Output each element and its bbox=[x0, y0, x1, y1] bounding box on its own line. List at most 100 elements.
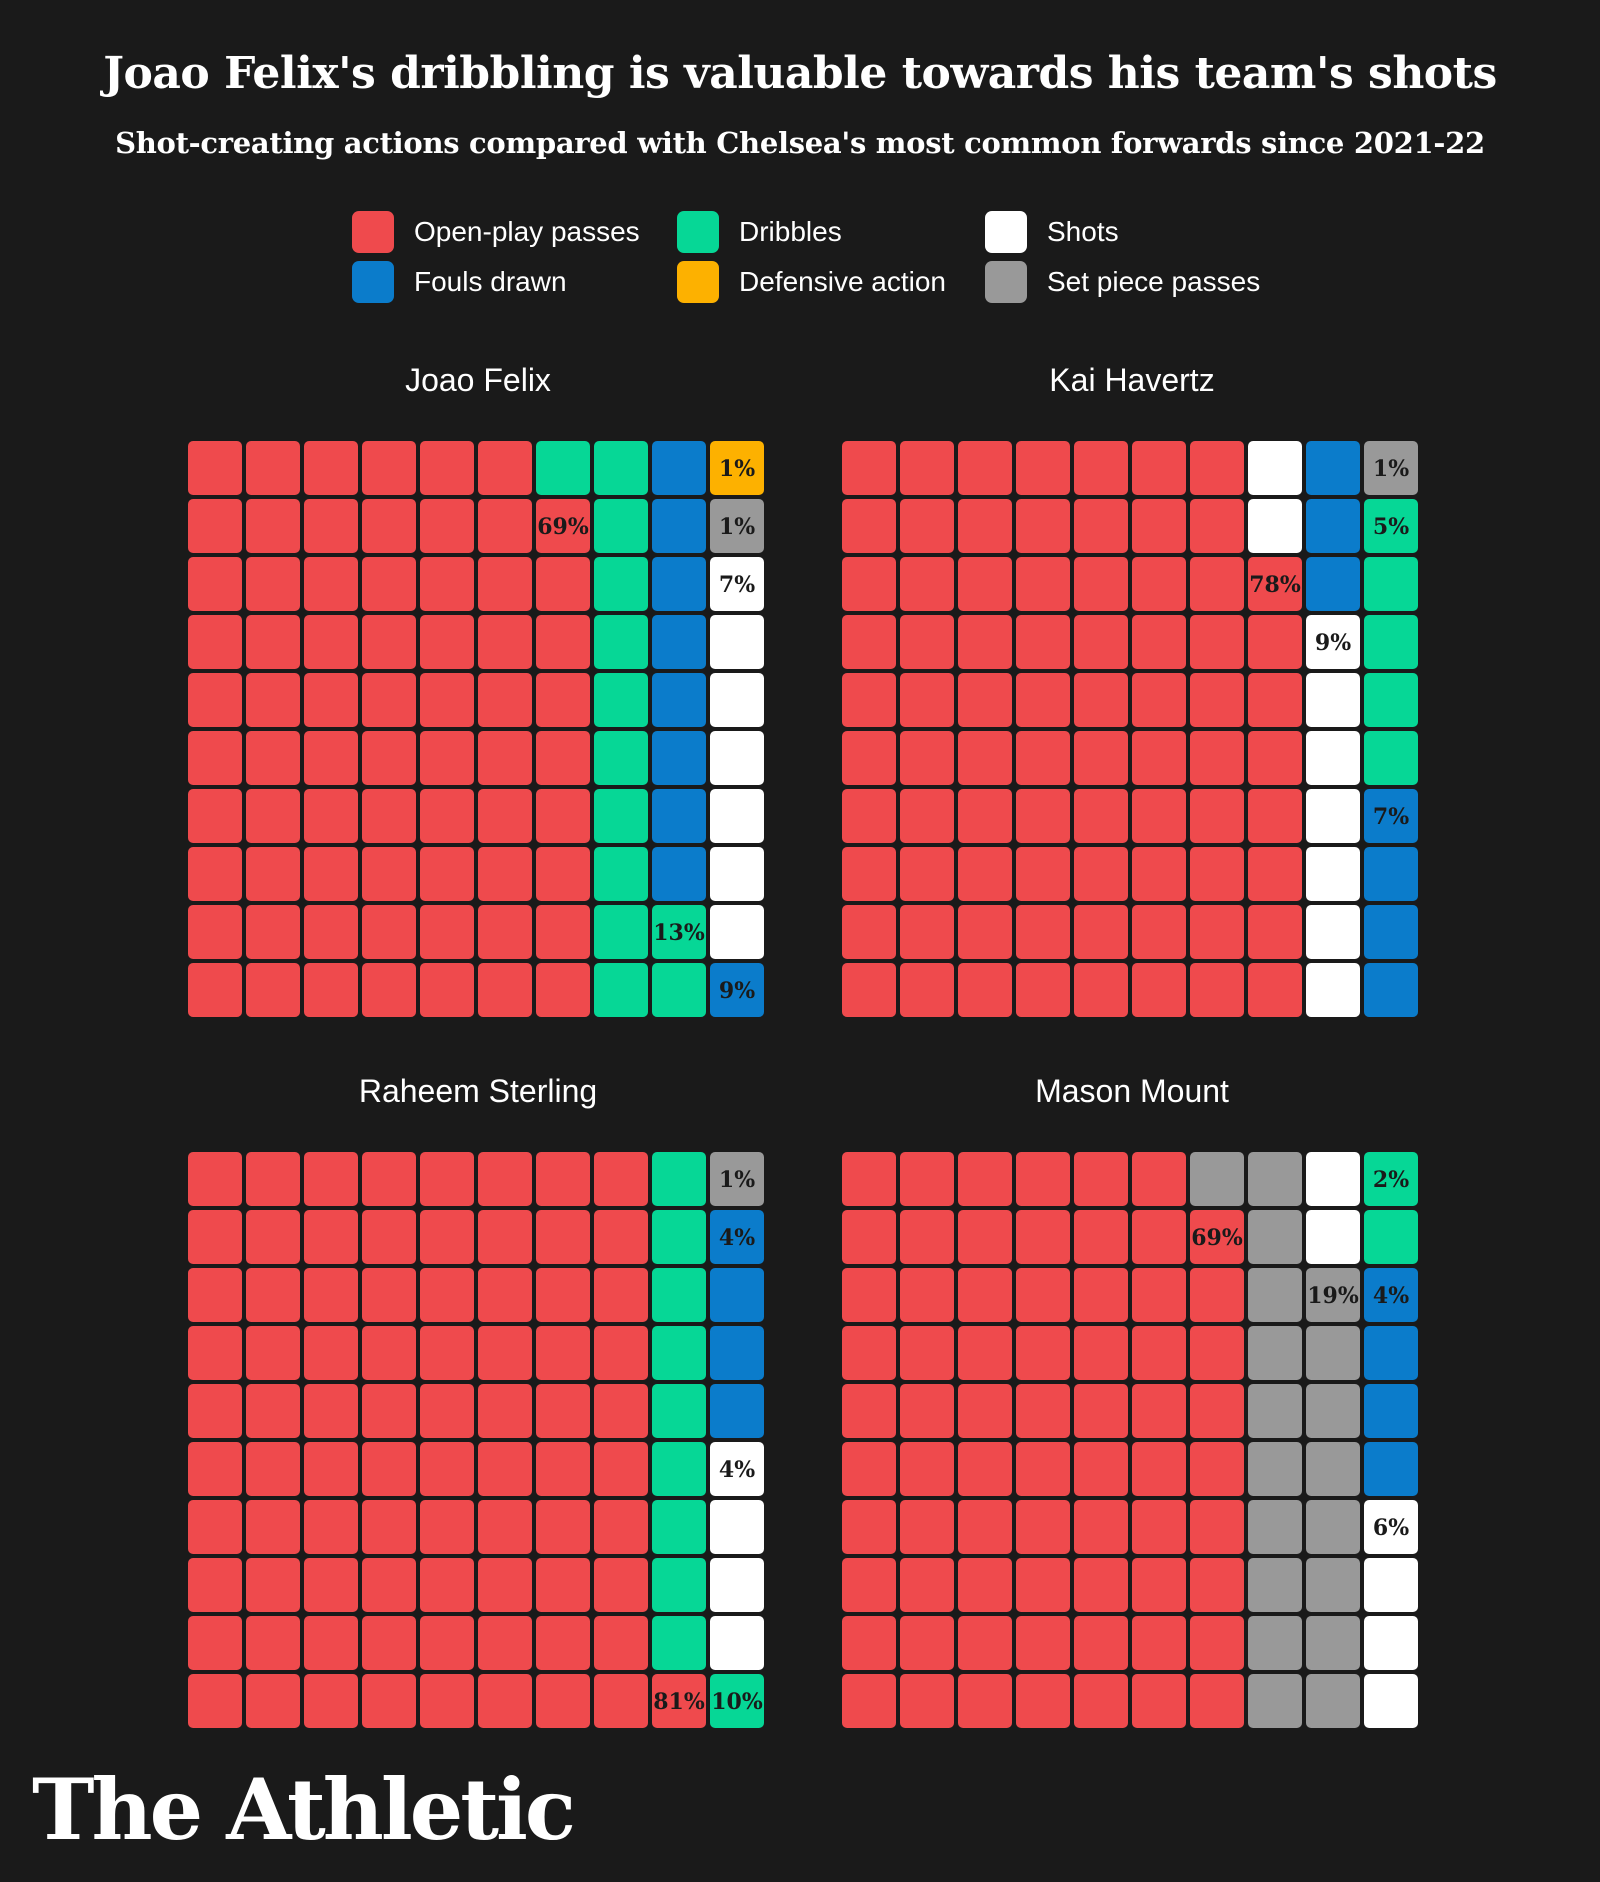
waffle-cell-open-play bbox=[478, 905, 532, 959]
waffle-cell-open-play bbox=[420, 963, 474, 1017]
waffle-cell-shots bbox=[710, 1500, 764, 1554]
waffle-cell-fouls bbox=[710, 1268, 764, 1322]
waffle-cell-shots bbox=[1306, 615, 1360, 669]
waffle-cell-open-play bbox=[362, 1384, 416, 1438]
waffle-cell-set-piece bbox=[1248, 1500, 1302, 1554]
waffle-cell-open-play bbox=[246, 731, 300, 785]
waffle-cell-open-play bbox=[1016, 557, 1070, 611]
waffle-cell-open-play bbox=[246, 1442, 300, 1496]
waffle-cell-open-play bbox=[842, 1616, 896, 1670]
waffle-cell-dribbles bbox=[594, 905, 648, 959]
waffle-cell-open-play bbox=[958, 1210, 1012, 1264]
waffle-cell-open-play bbox=[536, 499, 590, 553]
waffle-cell-open-play bbox=[478, 557, 532, 611]
waffle-cell-open-play bbox=[478, 441, 532, 495]
waffle-percent-label: 1% bbox=[719, 1167, 755, 1193]
waffle-cell-open-play bbox=[1132, 1384, 1186, 1438]
waffle-cell-open-play bbox=[842, 1326, 896, 1380]
waffle-cell-open-play bbox=[842, 1210, 896, 1264]
waffle-percent-label: 4% bbox=[719, 1457, 755, 1483]
waffle-cell-set-piece bbox=[1248, 1268, 1302, 1322]
waffle-cell-open-play bbox=[1132, 963, 1186, 1017]
waffle-cell-open-play bbox=[842, 499, 896, 553]
waffle-cell-open-play bbox=[362, 1616, 416, 1670]
waffle-cell-open-play bbox=[246, 1326, 300, 1380]
waffle-cell-open-play bbox=[842, 615, 896, 669]
waffle-cell-fouls bbox=[1364, 1442, 1418, 1496]
waffle-cell-open-play bbox=[188, 615, 242, 669]
waffle-percent-label: 6% bbox=[1373, 1515, 1409, 1541]
waffle-cell-dribbles bbox=[1364, 673, 1418, 727]
waffle-cell-open-play bbox=[362, 557, 416, 611]
waffle-cell-shots bbox=[1364, 1558, 1418, 1612]
waffle-cell-shots bbox=[710, 789, 764, 843]
waffle-cell-open-play bbox=[1016, 731, 1070, 785]
waffle-cell-open-play bbox=[536, 1326, 590, 1380]
waffle-cell-open-play bbox=[188, 1674, 242, 1728]
waffle-cell-open-play bbox=[304, 557, 358, 611]
waffle-cell-open-play bbox=[1132, 441, 1186, 495]
waffle-cell-open-play bbox=[246, 1674, 300, 1728]
waffle-cell-open-play bbox=[246, 905, 300, 959]
waffle-cell-open-play bbox=[246, 963, 300, 1017]
waffle-cell-open-play bbox=[1016, 499, 1070, 553]
waffle-cell-dribbles bbox=[652, 1152, 706, 1206]
waffle-cell-open-play bbox=[304, 441, 358, 495]
waffle-percent-label: 2% bbox=[1373, 1167, 1409, 1193]
waffle-mason-mount: 69% 19% 2% 4% 6% bbox=[842, 1152, 1418, 1728]
waffle-cell-set-piece bbox=[1248, 1674, 1302, 1728]
waffle-cell-open-play bbox=[1016, 963, 1070, 1017]
waffle-cell-open-play bbox=[900, 789, 954, 843]
waffle-cell-open-play bbox=[1132, 1616, 1186, 1670]
waffle-cell-set-piece bbox=[1248, 1210, 1302, 1264]
waffle-cell-open-play bbox=[652, 1674, 706, 1728]
waffle-cell-open-play bbox=[1074, 731, 1128, 785]
legend-label-fouls-drawn: Fouls drawn bbox=[414, 266, 567, 297]
waffle-cell-open-play bbox=[958, 789, 1012, 843]
waffle-cell-open-play bbox=[420, 731, 474, 785]
waffle-cell-set-piece bbox=[1306, 1268, 1360, 1322]
waffle-cell-open-play bbox=[958, 1384, 1012, 1438]
waffle-cell-open-play bbox=[1190, 673, 1244, 727]
waffle-cell-open-play bbox=[1190, 615, 1244, 669]
waffle-percent-label: 1% bbox=[719, 514, 755, 540]
waffle-cell-open-play bbox=[188, 1326, 242, 1380]
waffle-cell-open-play bbox=[1016, 1616, 1070, 1670]
waffle-cell-open-play bbox=[420, 1384, 474, 1438]
legend-swatch-dribbles bbox=[677, 211, 719, 253]
waffle-cell-open-play bbox=[842, 1268, 896, 1322]
waffle-cell-open-play bbox=[1132, 1152, 1186, 1206]
waffle-cell-set-piece bbox=[1306, 1326, 1360, 1380]
the-athletic-logo: The Athletic bbox=[32, 1760, 576, 1859]
waffle-cell-open-play bbox=[1190, 557, 1244, 611]
waffle-cell-fouls bbox=[652, 673, 706, 727]
waffle-cell-dribbles bbox=[652, 1326, 706, 1380]
waffle-cell-shots bbox=[1248, 499, 1302, 553]
waffle-cell-dribbles bbox=[1364, 1210, 1418, 1264]
waffle-cell-open-play bbox=[958, 1500, 1012, 1554]
waffle-cell-open-play bbox=[594, 1558, 648, 1612]
waffle-cell-open-play bbox=[842, 557, 896, 611]
waffle-cell-dribbles bbox=[594, 499, 648, 553]
waffle-cell-open-play bbox=[900, 673, 954, 727]
waffle-cell-open-play bbox=[478, 1558, 532, 1612]
waffle-cell-defensive bbox=[710, 441, 764, 495]
waffle-cell-set-piece bbox=[1248, 1442, 1302, 1496]
waffle-cell-fouls bbox=[652, 789, 706, 843]
waffle-cell-set-piece bbox=[1364, 441, 1418, 495]
waffle-cell-open-play bbox=[1190, 963, 1244, 1017]
waffle-cell-set-piece bbox=[1306, 1384, 1360, 1438]
waffle-cell-dribbles bbox=[594, 847, 648, 901]
waffle-cell-open-play bbox=[188, 1210, 242, 1264]
waffle-cell-open-play bbox=[246, 1268, 300, 1322]
waffle-cell-open-play bbox=[362, 1674, 416, 1728]
waffle-cell-open-play bbox=[842, 905, 896, 959]
waffle-cell-shots bbox=[1306, 847, 1360, 901]
waffle-percent-label: 78% bbox=[1249, 572, 1301, 598]
waffle-cell-open-play bbox=[1132, 1500, 1186, 1554]
waffle-cell-open-play bbox=[1190, 1268, 1244, 1322]
waffle-cell-open-play bbox=[246, 1616, 300, 1670]
waffle-cell-open-play bbox=[188, 963, 242, 1017]
waffle-cell-open-play bbox=[958, 731, 1012, 785]
waffle-cell-open-play bbox=[900, 963, 954, 1017]
